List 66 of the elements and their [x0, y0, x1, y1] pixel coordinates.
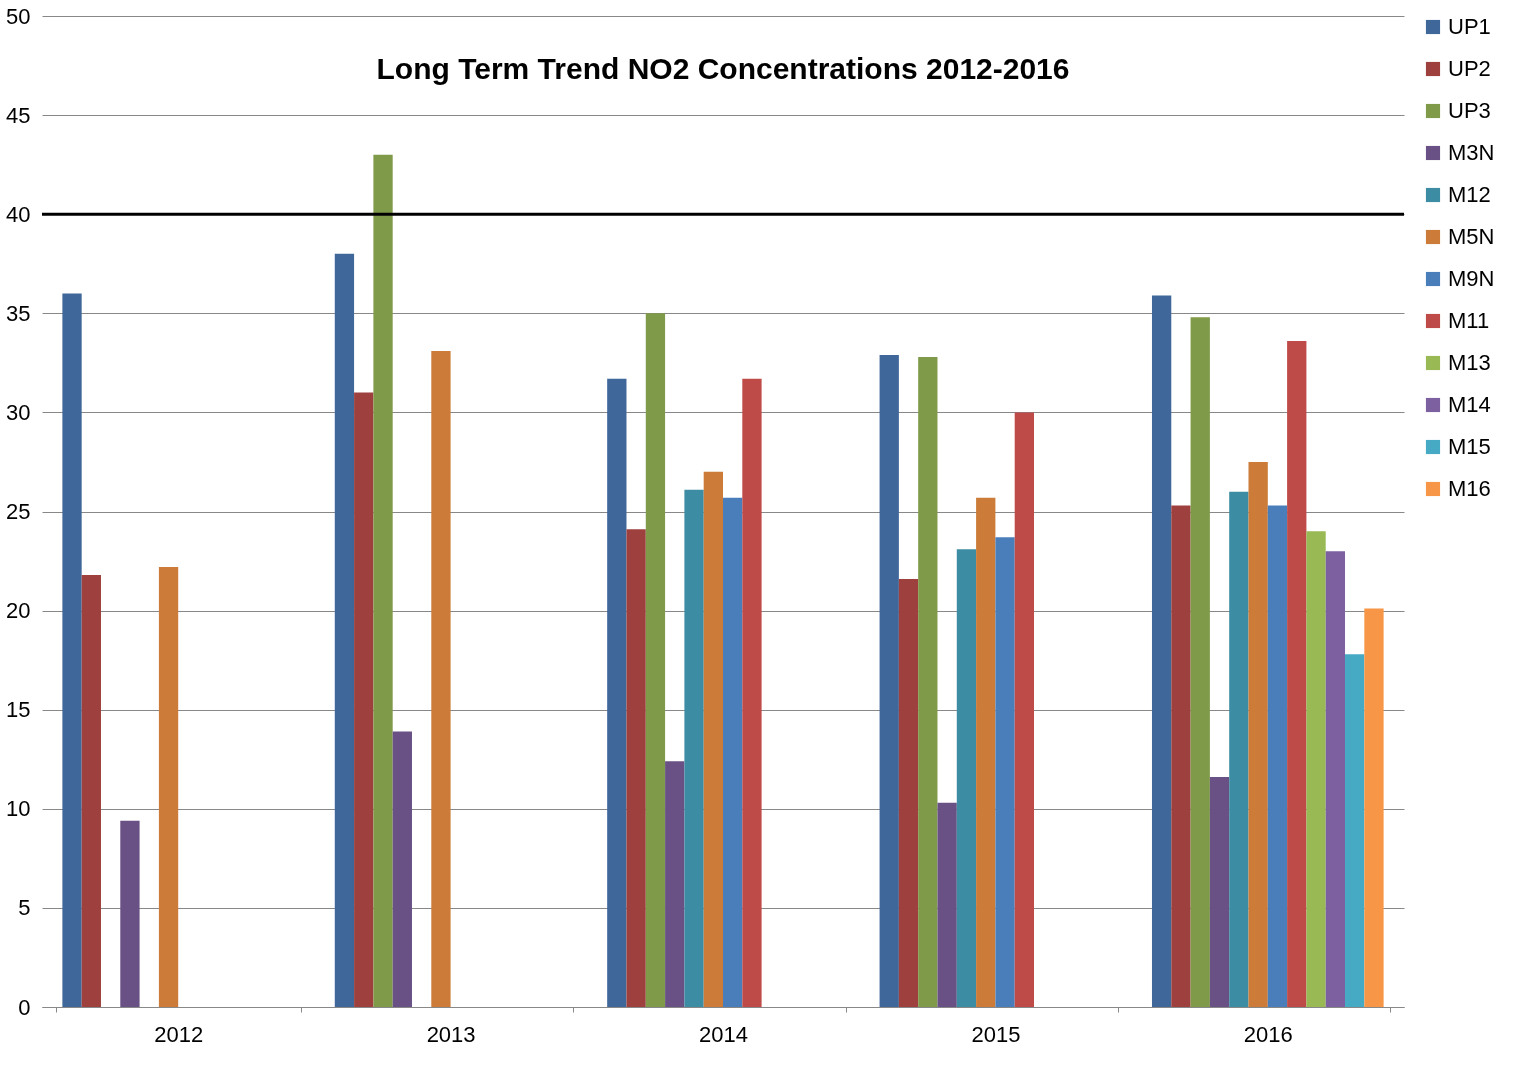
bar [645, 313, 666, 1007]
bar [1287, 341, 1307, 1007]
x-tick-label: 2016 [1243, 1021, 1293, 1047]
bar [373, 154, 393, 1007]
bar [937, 802, 957, 1007]
bar [976, 497, 996, 1007]
bar [626, 529, 646, 1007]
bar [1306, 531, 1326, 1007]
y-tick-label: 50 [6, 3, 31, 29]
bar [898, 578, 919, 1007]
y-tick-label: 40 [6, 201, 31, 227]
y-tick-label: 45 [6, 102, 31, 128]
legend-label: M14 [1448, 392, 1491, 417]
bar [1267, 505, 1288, 1007]
bar [334, 253, 355, 1007]
bar [1209, 777, 1230, 1007]
y-tick-label: 20 [6, 598, 31, 624]
bar [81, 574, 101, 1007]
x-tick-label: 2015 [971, 1021, 1021, 1047]
y-tick-label: 10 [6, 796, 31, 822]
bar [392, 731, 412, 1007]
legend-label: UP2 [1448, 56, 1491, 81]
bar [995, 537, 1015, 1007]
bar [723, 497, 743, 1007]
legend-label: UP3 [1448, 98, 1491, 123]
y-tick-label: 15 [6, 697, 31, 723]
bar [1151, 295, 1172, 1007]
legend-label: M12 [1448, 182, 1491, 207]
bar [703, 471, 723, 1007]
text: Long Term Trend NO2 Concentrations 2012-2016 [376, 52, 1070, 85]
bar [158, 567, 179, 1007]
bar [1345, 654, 1365, 1007]
bar [62, 293, 82, 1007]
legend-label: M15 [1448, 434, 1491, 459]
bar [918, 356, 938, 1007]
bar [120, 820, 140, 1007]
x-tick-label: 2013 [426, 1021, 476, 1047]
bar [1171, 505, 1191, 1007]
legend-label: M16 [1448, 476, 1491, 501]
bar [354, 392, 374, 1007]
bar [1325, 551, 1346, 1007]
bar [1229, 491, 1249, 1007]
bar [665, 761, 685, 1007]
y-tick-label: 0 [18, 994, 31, 1020]
y-tick-label: 30 [6, 399, 31, 425]
legend-label: M13 [1448, 350, 1491, 375]
y-tick-label: 35 [6, 300, 31, 326]
bar [1190, 317, 1210, 1007]
bar [956, 549, 977, 1007]
y-tick-label: 25 [6, 499, 31, 524]
legend-label: M11 [1448, 308, 1490, 333]
bar [1014, 412, 1035, 1007]
x-tick-label: 2012 [154, 1021, 204, 1047]
legend-label: UP1 [1448, 14, 1491, 39]
bar [607, 378, 627, 1007]
bar [431, 350, 451, 1007]
legend-label: M3N [1448, 140, 1495, 165]
x-tick-label: 2014 [699, 1021, 748, 1047]
bar [742, 378, 762, 1007]
y-tick-label: 5 [18, 895, 31, 921]
bar [1248, 461, 1268, 1007]
bar [684, 489, 704, 1007]
bar [879, 354, 899, 1007]
legend-label: M5N [1448, 224, 1495, 249]
bar [1364, 608, 1384, 1007]
legend-label: M9N [1448, 266, 1495, 291]
